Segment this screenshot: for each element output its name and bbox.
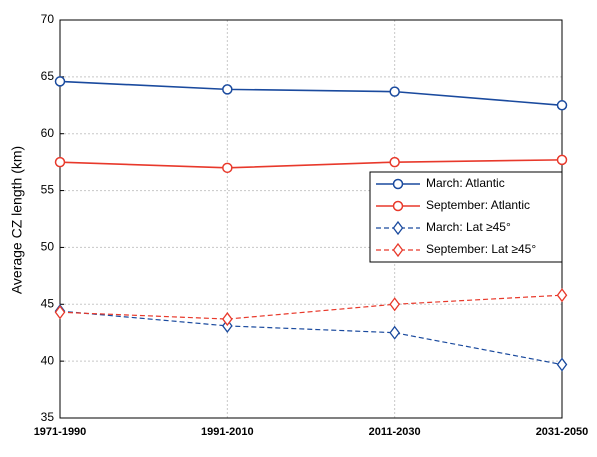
series-line <box>59 80 563 107</box>
data-point <box>556 100 568 111</box>
legend-marker <box>392 220 404 236</box>
legend-marker <box>392 200 404 212</box>
data-point <box>556 154 568 166</box>
series-line <box>59 310 563 366</box>
legend-marker <box>392 242 404 258</box>
data-point <box>389 297 400 312</box>
legend-marker <box>392 178 404 190</box>
data-point <box>222 311 233 327</box>
data-point <box>389 156 400 168</box>
legend-label: March: Atlantic <box>426 176 505 190</box>
y-axis-label: Average CZ length (km) <box>9 146 25 294</box>
data-point <box>389 325 400 340</box>
legend-label: September: Lat ≥45° <box>426 242 536 256</box>
data-point <box>222 162 233 174</box>
x-tick-label: 2031-2050 <box>536 426 589 438</box>
y-tick-label: 60 <box>41 126 55 140</box>
legend-label: March: Lat ≥45° <box>426 220 511 234</box>
y-tick-label: 55 <box>41 183 55 197</box>
x-tick-label: 2011-2030 <box>369 426 421 438</box>
y-tick-label: 45 <box>41 296 55 310</box>
x-tick-label: 1991-2010 <box>201 426 254 438</box>
data-point <box>54 156 66 168</box>
legend-label: September: Atlantic <box>426 198 530 212</box>
data-point <box>389 86 400 97</box>
x-tick-label: 1971-1990 <box>34 426 87 438</box>
data-point <box>54 305 66 320</box>
data-point <box>556 357 568 372</box>
y-tick-label: 35 <box>41 410 55 424</box>
series-line <box>59 294 563 320</box>
y-tick-label: 65 <box>41 69 55 83</box>
series-line <box>59 159 563 169</box>
y-tick-label: 50 <box>41 240 55 254</box>
y-tick-label: 70 <box>41 12 55 26</box>
data-point <box>222 84 233 95</box>
data-point <box>54 76 66 87</box>
data-point <box>556 288 568 303</box>
y-tick-label: 40 <box>41 353 55 367</box>
